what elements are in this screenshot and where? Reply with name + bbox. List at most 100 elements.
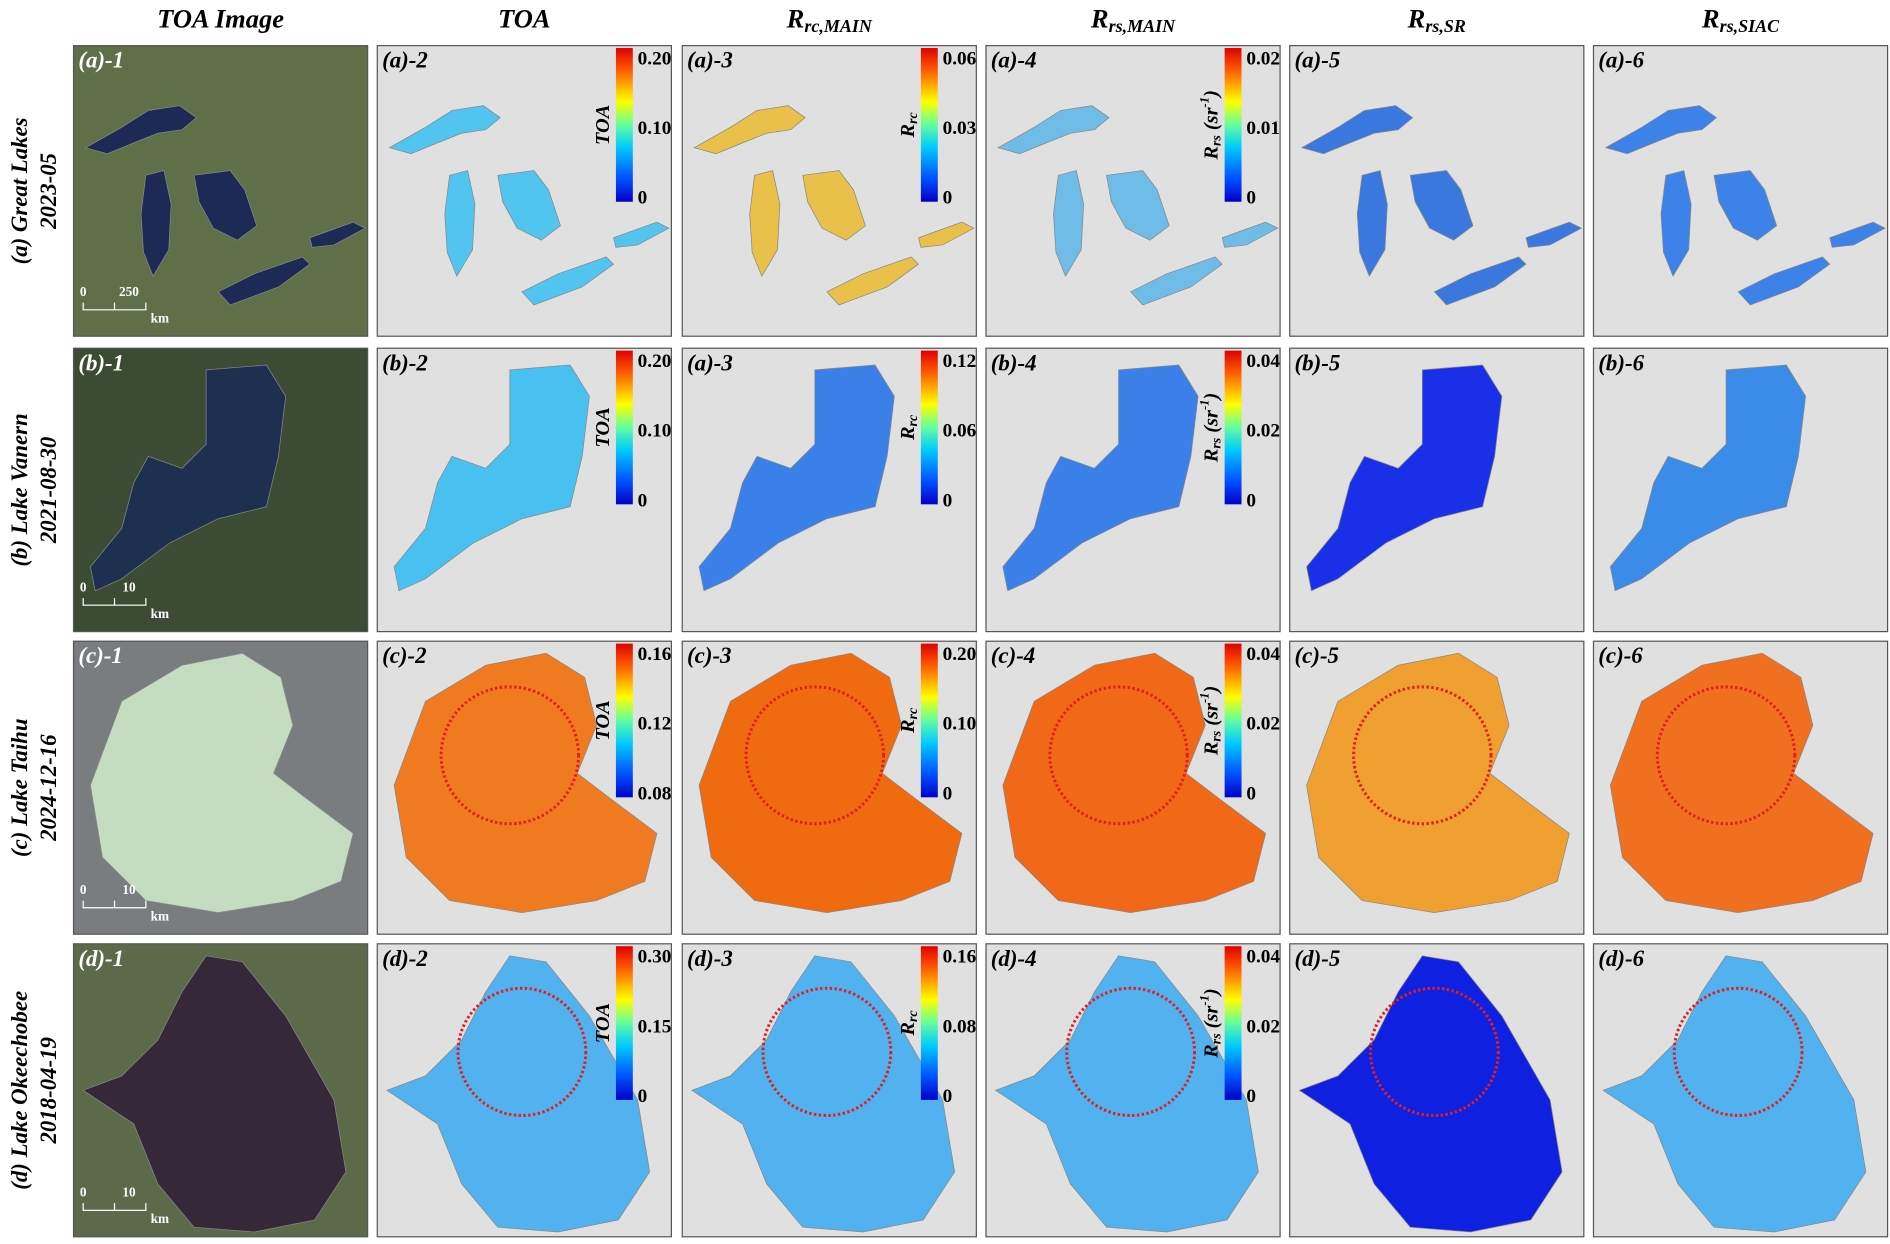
label-main: TOA	[592, 105, 614, 145]
colorbar-tick: 0.02	[1246, 714, 1280, 735]
lake-map	[698, 652, 963, 913]
label-main: R	[786, 4, 805, 34]
colorbar-tick: 0	[943, 490, 953, 511]
colorbar-tick: 0	[1246, 783, 1256, 804]
panel-label: (c)-1	[78, 643, 122, 668]
highlight-circle	[1048, 685, 1189, 826]
colorbar	[1224, 643, 1242, 798]
lake-map	[1356, 170, 1388, 277]
panel-label: (c)-5	[1295, 643, 1339, 668]
scale-zero: 0	[80, 579, 87, 594]
label-main: TOA Image	[157, 4, 284, 34]
lake-map	[388, 105, 501, 155]
highlight-circle	[456, 986, 588, 1118]
lake-map	[1298, 955, 1563, 1233]
column-header: Rrs,SR	[1407, 4, 1466, 37]
colorbar-label: Rrs (sr-1)	[1197, 686, 1225, 757]
highlight-circle	[1065, 986, 1197, 1118]
label-sub: rs	[1210, 731, 1225, 742]
panel-label: (d)-1	[78, 946, 124, 971]
lake-map	[393, 364, 590, 592]
panel-label: (c)-2	[382, 643, 426, 668]
panel-label: (a)-4	[991, 48, 1037, 73]
colorbar	[615, 643, 633, 798]
row-label: (c) Lake Taihu	[7, 718, 32, 856]
colorbar	[1224, 946, 1242, 1100]
label-main: R	[897, 1022, 919, 1037]
colorbar	[615, 946, 633, 1100]
colorbar-tick: 0.08	[638, 783, 672, 804]
panel: (b)-6	[1592, 347, 1889, 633]
colorbar-label: Rrc	[897, 112, 922, 138]
colorbar-tick: 0.10	[638, 421, 672, 442]
lake-map	[1602, 955, 1867, 1233]
panel: (c)-6	[1592, 640, 1889, 935]
panel: (a)-6	[1592, 45, 1889, 337]
colorbar	[920, 643, 938, 798]
scale-length: 250	[119, 284, 139, 299]
lake-map	[521, 256, 615, 306]
lake-map	[1609, 652, 1874, 913]
panel: (b)-2 0.20 0.10 0 TOA	[376, 347, 672, 633]
colorbar-tick: 0	[638, 490, 648, 511]
lake-image	[82, 955, 347, 1233]
panel-label: (d)-3	[687, 946, 733, 971]
colorbar-label: Rrs (sr-1)	[1197, 988, 1225, 1059]
label-sup: -1	[1197, 400, 1211, 411]
panel: (d)-1 0 10 km	[72, 943, 369, 1238]
panel-label: (a)-3	[687, 48, 733, 73]
lake-map	[1713, 170, 1778, 241]
panel-label: (b)-2	[382, 350, 428, 375]
colorbar	[1224, 48, 1242, 202]
lake-map	[1300, 105, 1414, 155]
panel: (b)-1 0 10 km	[72, 347, 369, 633]
lake-map	[1306, 652, 1570, 913]
panel: (c)-5	[1289, 640, 1585, 935]
lake-image	[90, 652, 354, 913]
colorbar	[920, 48, 938, 202]
colorbar-tick: 0.12	[943, 351, 977, 372]
lake-map	[1737, 256, 1831, 306]
lake-map	[444, 170, 476, 277]
lake-map	[1053, 170, 1084, 277]
lake-image	[90, 364, 287, 592]
label-unit: (sr	[1200, 409, 1222, 438]
colorbar-tick: 0.10	[943, 714, 977, 735]
lake-map	[386, 955, 651, 1233]
label-sub: rs	[1210, 135, 1225, 146]
panel: (a)-5	[1289, 45, 1585, 337]
colorbar-label: Rrc	[897, 1010, 922, 1036]
lake-map	[693, 105, 806, 155]
highlight-circle	[1655, 685, 1797, 826]
colorbar-label: Rrc	[897, 708, 922, 734]
panel: (d)-5	[1289, 943, 1585, 1238]
row-label: (d) Lake Okeechobee	[7, 991, 32, 1190]
label-main: TOA	[592, 700, 614, 740]
label-main: R	[1090, 4, 1109, 34]
colorbar-tick: 0.20	[638, 351, 672, 372]
colorbar-tick: 0.06	[943, 421, 977, 442]
lake-image	[309, 221, 367, 248]
colorbar-tick: 0.08	[943, 1016, 977, 1037]
panel-label: (d)-4	[991, 946, 1037, 971]
highlight-circle	[439, 685, 581, 826]
panel: (d)-3 0.16 0.08 0 Rrc	[681, 943, 977, 1238]
colorbar-tick: 0.04	[1246, 947, 1280, 968]
lake-image	[217, 256, 311, 306]
column-header: Rrc,MAIN	[786, 4, 873, 37]
colorbar-tick: 0	[1246, 490, 1256, 511]
label-unit: (sr	[1200, 1005, 1222, 1034]
label-main: R	[1701, 4, 1720, 34]
scale-bar	[82, 302, 147, 311]
lake-map	[1409, 170, 1474, 241]
colorbar-tick: 0	[943, 783, 953, 804]
label-sup: -1	[1197, 97, 1211, 108]
panel-label: (c)-3	[687, 643, 731, 668]
label-sup: -1	[1197, 693, 1211, 704]
label-close: )	[1200, 393, 1222, 402]
lake-map	[1106, 170, 1170, 241]
colorbar	[920, 946, 938, 1100]
colorbar-tick: 0.03	[943, 118, 977, 139]
panel-label: (b)-5	[1295, 350, 1341, 375]
